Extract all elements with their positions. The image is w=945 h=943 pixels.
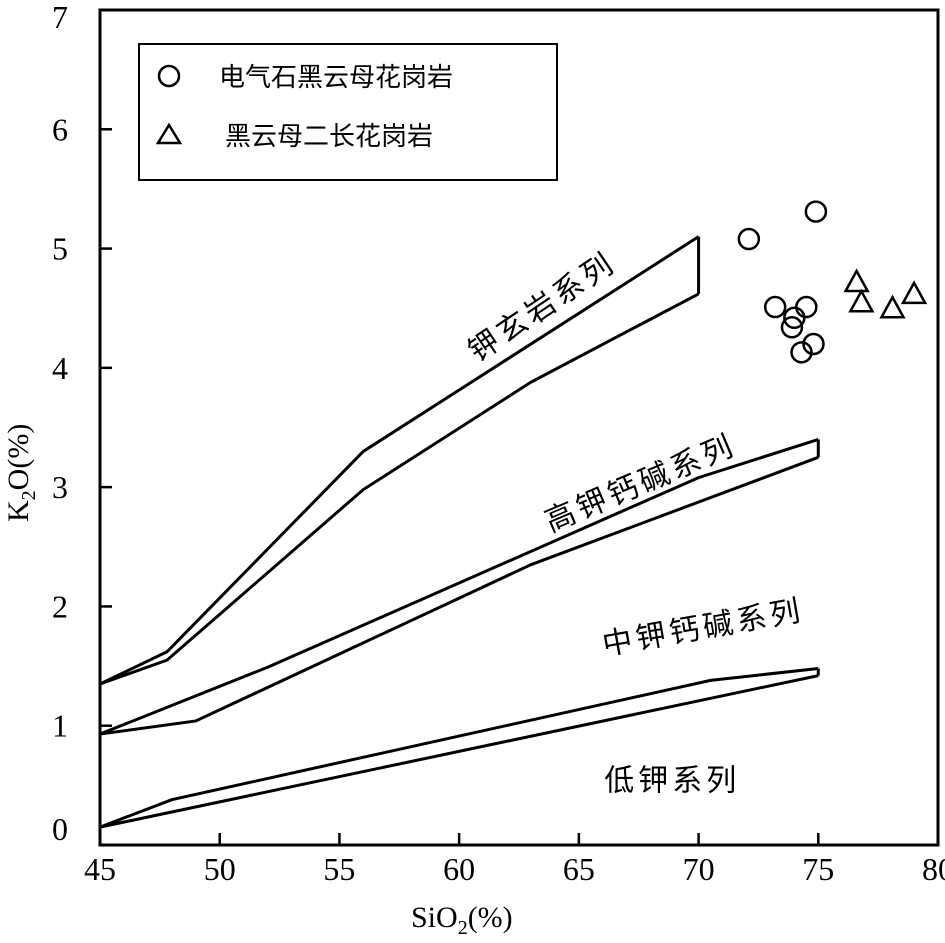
series-2-point xyxy=(843,268,870,293)
data-points xyxy=(737,200,928,364)
series-2-point xyxy=(900,280,928,305)
series-1-point xyxy=(763,295,787,319)
band-3-upper-line xyxy=(99,666,819,829)
legend-box xyxy=(138,43,558,181)
x-tick-label: 65 xyxy=(563,851,595,887)
y-tick-label: 6 xyxy=(52,111,68,147)
region-label-1: 钾玄岩系列 xyxy=(462,245,623,369)
series-1-point xyxy=(790,341,813,364)
series-1-point xyxy=(795,295,818,319)
boundary-bands xyxy=(99,235,820,829)
series-1-point xyxy=(780,316,804,339)
x-tick-label: 80 xyxy=(922,851,945,887)
band-3-lower-line xyxy=(99,674,819,829)
axes xyxy=(98,8,940,847)
x-tick-label: 60 xyxy=(443,851,475,887)
band-2-upper-line xyxy=(99,437,819,736)
band-1-upper-line xyxy=(99,235,700,686)
y-tick-label: 5 xyxy=(52,231,68,267)
region-label-3: 中钾钙碱系列 xyxy=(600,593,807,663)
y-axis-title: K2O(%) xyxy=(2,424,40,522)
x-tick-label: 45 xyxy=(84,851,116,887)
y-tick-label: 7 xyxy=(52,0,68,35)
y-tick-label: 2 xyxy=(52,588,68,624)
legend-triangle-marker xyxy=(155,122,183,145)
y-tick-label: 0 xyxy=(52,811,68,847)
y-tick-label: 3 xyxy=(52,469,68,505)
series-1-point xyxy=(737,227,761,251)
plot-frame xyxy=(98,8,940,847)
x-axis-title-subscript: 2 xyxy=(458,917,468,939)
x-tick-label: 75 xyxy=(802,851,834,887)
region-label-4: 低钾系列 xyxy=(604,763,740,798)
band-1-lower-line xyxy=(99,292,700,686)
legend: 电气石黑云母花岗岩 黑云母二长花岗岩 xyxy=(138,43,558,181)
band-2-lower-line xyxy=(99,455,819,736)
x-tick-label: 55 xyxy=(323,851,355,887)
legend-circle-marker xyxy=(157,64,181,88)
series-1-point xyxy=(804,200,828,223)
ticks: 455055606570758001234567 xyxy=(52,0,945,887)
series-1-point xyxy=(783,306,806,330)
series-1-point xyxy=(802,332,825,356)
legend-series-1-label: 电气石黑云母花岗岩 xyxy=(219,63,453,93)
y-tick-label: 1 xyxy=(52,708,68,744)
y-tick-label: 4 xyxy=(52,350,68,386)
x-axis-title: SiO2(%) xyxy=(411,901,513,939)
series-2-point xyxy=(848,288,875,313)
y-axis-title-subscript: 2 xyxy=(18,490,40,500)
series-2-point xyxy=(879,294,906,319)
x-tick-label: 50 xyxy=(204,851,236,887)
x-tick-label: 70 xyxy=(683,851,715,887)
legend-series-2-label: 黑云母二长花岗岩 xyxy=(225,122,433,152)
